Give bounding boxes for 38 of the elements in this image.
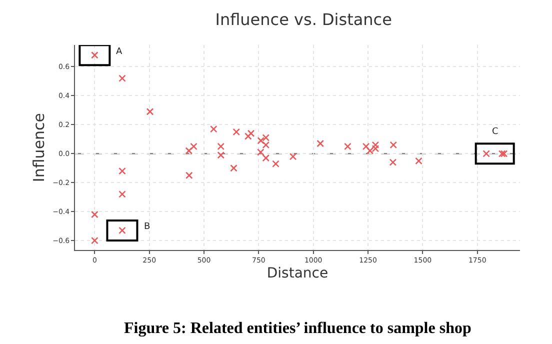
x-axis-title: Distance xyxy=(266,266,328,282)
point xyxy=(232,128,240,136)
point xyxy=(389,158,397,166)
caption: Figure 5: Related entities’ influence to sample shop xyxy=(124,320,472,337)
point xyxy=(344,142,352,150)
point xyxy=(217,142,225,150)
point xyxy=(118,74,126,82)
point xyxy=(272,160,280,168)
point xyxy=(146,108,154,116)
point xyxy=(185,147,193,154)
point xyxy=(316,140,324,148)
point xyxy=(262,154,270,162)
point xyxy=(118,167,126,175)
point xyxy=(186,172,193,180)
point xyxy=(118,190,126,198)
point xyxy=(289,152,297,160)
point xyxy=(390,141,398,149)
point xyxy=(247,130,255,138)
point xyxy=(210,125,218,133)
point xyxy=(230,164,238,172)
y-axis-title: Influence xyxy=(30,112,48,182)
point xyxy=(262,141,270,149)
point xyxy=(415,157,422,165)
point xyxy=(257,148,264,156)
point xyxy=(362,142,370,150)
point xyxy=(372,141,380,149)
point xyxy=(482,150,490,158)
annotation: B xyxy=(144,222,150,232)
annotation: C xyxy=(492,127,498,137)
point xyxy=(244,132,252,140)
point xyxy=(91,236,98,244)
point xyxy=(500,150,508,158)
annotation: A xyxy=(116,47,123,57)
point xyxy=(91,210,98,218)
point xyxy=(217,151,225,159)
point xyxy=(190,142,198,150)
chart-title: Influence vs. Distance xyxy=(215,10,392,29)
point xyxy=(498,150,506,158)
